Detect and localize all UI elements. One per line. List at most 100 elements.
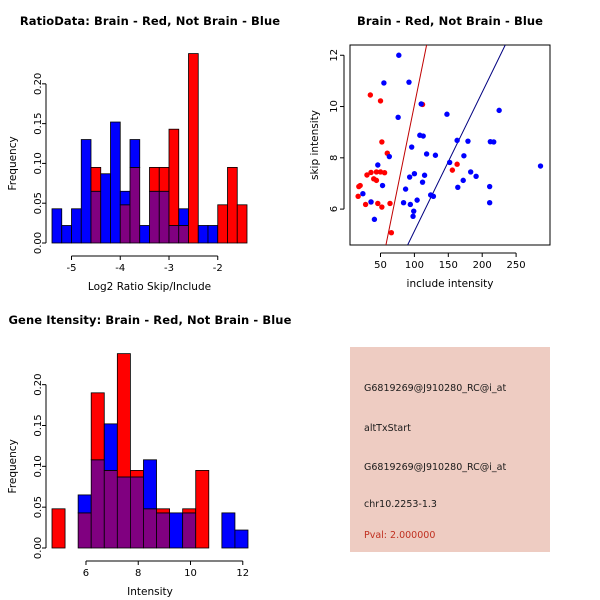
scatter-point-blue [400,199,407,206]
hist-bar-blue [77,494,92,514]
hist-bar-blue [139,225,150,244]
y-axis-title: Frequency [7,136,19,190]
scatter-point-blue [406,174,413,180]
hist-bar-red [188,53,199,244]
hist-bar-blue [110,121,121,244]
scatter-point-blue [360,191,366,197]
scatter-point-blue [461,153,467,159]
hist-bar-overlap [156,512,171,549]
scatter-point-red [388,229,395,236]
scatter-point-red [387,200,393,207]
hist-bar-red [129,470,144,478]
scatter-point-red [364,172,370,178]
scatter-point-blue [419,179,426,185]
scatter-point-blue [432,152,439,158]
x-axis-title: Log2 Ratio Skip/Include [88,281,211,293]
x-axis: 6 8 10 12 Intensity [83,560,249,598]
x-tick-label: -3 [164,263,174,274]
annotation-box: G6819269@J910280_RC@i_at altTxStart G681… [350,347,550,552]
hist-bar-overlap [149,190,160,244]
scatter-point-blue [379,182,386,189]
scatter-point-blue [420,133,426,139]
plot-frame [349,44,551,246]
scatter-point-blue [467,169,474,175]
scatter-point-blue [421,172,428,178]
x-tick-label: 200 [473,260,492,271]
hist-bar-blue [119,190,131,206]
hist-bar-red [51,508,66,549]
histogram-bars [51,353,249,549]
hist-bar-blue [71,208,82,244]
scatter-point-blue [465,138,471,144]
gene-intensity-histogram-plot: 0.00 0.05 0.10 0.15 0.20 Frequency 6 8 10 12 Inten… [7,353,249,598]
fit-line-red-fit [385,45,428,245]
scatter-point-red [368,169,374,176]
event-type-line: altTxStart [364,423,411,434]
hist-bar-red [168,128,180,226]
y-tick-label: 0.20 [33,374,44,396]
hist-bar-red [90,166,102,192]
hist-bar-blue [221,512,236,549]
scatter-point-blue [537,163,544,169]
hist-bar-blue [197,225,209,244]
scatter-point-blue [454,137,460,144]
y-tick-label: 0.05 [33,192,44,214]
x-tick-label: 10 [184,568,197,579]
y-tick-label: 0.10 [33,455,44,477]
scatter-point-red [379,204,385,210]
scatter-plot-svg: 6 8 10 12 skip intensity 50 100 150 200 250 includ… [309,44,551,290]
hist-bar-red [116,353,131,478]
hist-bar-red [195,470,210,549]
y-tick-label: 0.10 [33,152,44,174]
scatter-point-blue [410,213,416,219]
scatter-point-blue [408,144,415,150]
x-tick-label: 8 [135,568,141,579]
scatter-point-red [377,98,384,104]
hist-bar-red [158,166,170,192]
hist-bar-blue [234,529,249,549]
hist-bar-red [149,166,160,192]
scatter-point-blue [414,197,420,203]
x-tick-label: 100 [405,260,424,271]
ratio-histogram-panel: RatioData: Brain - Red, Not Brain - Blue… [0,0,300,300]
hist-bar-blue [100,173,111,244]
scatter-point-red [379,139,385,145]
hist-bar-red [217,204,228,244]
y-axis: 0.00 0.05 0.10 0.15 0.20 Frequency [7,73,47,254]
hist-bar-red [156,508,171,514]
hist-bar-blue [51,208,63,244]
y-tick-label: 0.00 [33,537,44,559]
plot-content [355,45,544,245]
y-tick-label: 6 [329,206,340,212]
scatter-point-blue [496,107,502,114]
hist-bar-overlap [168,225,180,244]
hist-bar-blue [103,423,118,471]
pvalue-line: Pval: 2.000000 [364,530,436,541]
scatter-point-blue [411,208,417,214]
x-tick-label: 6 [83,568,89,579]
gene-intensity-histogram-panel: Gene Itensity: Brain - Red, Not Brain - … [0,300,300,600]
x-tick-label: 250 [507,260,526,271]
y-axis-title: skip intensity [309,110,321,180]
gene-intensity-histogram-title: Gene Itensity: Brain - Red, Not Brain - … [8,313,292,327]
hist-bar-overlap [103,470,118,549]
scatter-point-blue [491,139,497,145]
scatter-point-red [377,169,384,175]
y-tick-label: 0.05 [33,496,44,518]
x-tick-label: -5 [67,263,77,274]
probeset-id-line-2: G6819269@J910280_RC@i_at [364,462,507,473]
hist-bar-overlap [143,508,157,549]
y-axis: 0.00 0.05 0.10 0.15 0.20 Frequency [7,374,47,559]
y-tick-label: 12 [329,49,340,62]
scatter-point-red [373,169,380,175]
y-tick-label: 8 [329,155,340,161]
ratio-histogram-title: RatioData: Brain - Red, Not Brain - Blue [19,14,281,28]
scatter-point-blue [371,216,378,223]
scatter-point-blue [411,171,418,177]
scatter-point-blue [418,101,424,107]
genomic-locus-line: chr10.2253-1.3 [364,499,437,510]
hist-bar-blue [207,225,219,244]
scatter-plot-panel: Brain - Red, Not Brain - Blue 6 8 10 12 skip… [300,0,600,300]
scatter-point-red [381,169,388,176]
